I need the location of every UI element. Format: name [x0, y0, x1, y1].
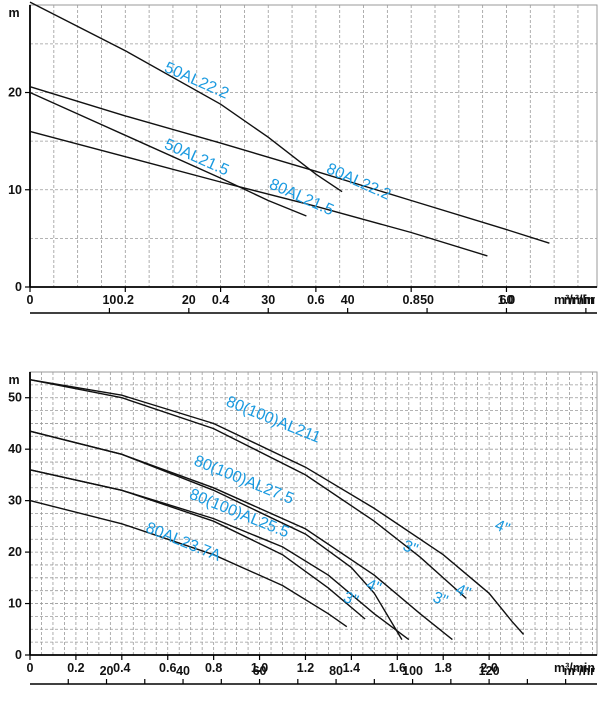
x-tick-label: 0.4: [113, 661, 130, 675]
curve-label-1: 80(100)AL211: [224, 393, 323, 446]
y-tick-label: 10: [8, 183, 22, 197]
series-line-4: [29, 130, 488, 257]
series-line-1: [29, 379, 525, 635]
x-tick-label: 0.4: [212, 293, 229, 307]
curve-label-6: 3": [400, 537, 420, 558]
curve-label-5: 4": [492, 517, 512, 538]
curve-label-4: 80AL21.5: [267, 176, 337, 219]
series-line-2: [29, 379, 467, 599]
chart-panel-1: 0 10 20 m 0 0.2 0.4 0.6 0.8 1.0 m³/min 10 20 30 40 50 60…: [8, 1, 598, 314]
curve-label-3: 80AL22.2: [324, 160, 394, 203]
series-line-3: [29, 430, 453, 641]
x-tick-label: 0.8: [402, 293, 419, 307]
y-axis-label: m: [8, 6, 19, 20]
x2-tick-label: 20: [182, 293, 196, 307]
chart-panel-2: 0 10 20 30 40 50 m 0 0.2 0.4 0.6 0.8 1.0 1.2 1.4 1.6 1.8…: [8, 371, 598, 685]
y-tick-label: 30: [8, 494, 22, 508]
y-tick-label: 40: [8, 442, 22, 456]
plot-frame: [29, 4, 598, 288]
series-line-4: [29, 430, 403, 640]
x-tick-label: 1.0: [251, 661, 268, 675]
x-tick-label: 0: [27, 661, 34, 675]
x2-tick-label: 10: [102, 293, 116, 307]
grid: [30, 5, 597, 287]
x2-tick-label: 80: [329, 664, 343, 678]
x2-tick-label: 60: [253, 664, 267, 678]
x2-tick-label: 120: [479, 664, 500, 678]
series-line-1: [29, 1, 343, 193]
series-line-3: [29, 86, 550, 244]
x-tick-label: 2.0: [480, 661, 497, 675]
curve-label-9: 4": [364, 576, 384, 597]
x-axis-label: m³/min: [554, 293, 595, 307]
x2-tick-label: 40: [176, 664, 190, 678]
x-tick-label: 0.6: [159, 661, 176, 675]
curve-label-7: 4": [453, 581, 473, 602]
x2-tick-label: 50: [420, 293, 434, 307]
x-tick-label: 0: [27, 293, 34, 307]
x-tick-label: 1.4: [343, 661, 360, 675]
x2-axis-label: m³/hr: [564, 664, 595, 678]
y-tick-label: 10: [8, 597, 22, 611]
y-tick-label: 0: [15, 280, 22, 294]
x2-tick-label: 30: [261, 293, 275, 307]
grid: [30, 371, 597, 655]
y-tick-label: 0: [15, 648, 22, 662]
x2-axis-label: m³/hr: [564, 293, 595, 307]
x2-tick-label: 60: [500, 293, 514, 307]
y-tick-label: 20: [8, 86, 22, 100]
x-tick-label: 1.0: [498, 293, 515, 307]
series-line-2: [29, 91, 307, 217]
x-axis-label: m³/min: [554, 661, 595, 675]
curve-label-10: 3": [341, 589, 361, 610]
y-tick-label: 20: [8, 545, 22, 559]
x-tick-label: 0.6: [307, 293, 324, 307]
x-tick-label: 0.8: [205, 661, 222, 675]
x-tick-label: 1.6: [389, 661, 406, 675]
series-line-6: [29, 469, 366, 620]
curve-label-8: 3": [430, 589, 450, 610]
x-tick-label: 0.2: [67, 661, 84, 675]
y-tick-label: 50: [8, 391, 22, 405]
y-axis-label: m: [8, 373, 19, 387]
x2-tick-label: 100: [402, 664, 423, 678]
x2-tick-label: 20: [100, 664, 114, 678]
x-tick-label: 1.8: [435, 661, 452, 675]
x-tick-label: 0.2: [117, 293, 134, 307]
series-line-7: [29, 499, 348, 628]
x2-tick-label: 40: [341, 293, 355, 307]
x-tick-label: 1.2: [297, 661, 314, 675]
